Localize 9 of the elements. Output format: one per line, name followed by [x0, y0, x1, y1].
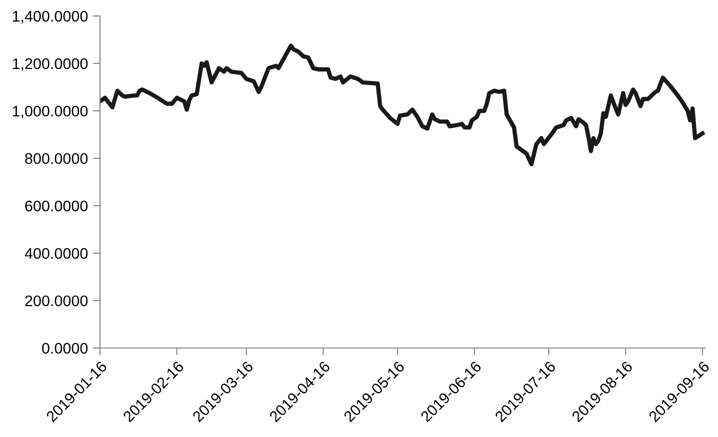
y-tick-label: 200.0000 [25, 295, 88, 306]
y-tick-label: 1,000.0000 [12, 106, 88, 118]
y-tick-label: 0.0000 [42, 342, 88, 354]
y-tick-label: 1,400.0000 [12, 10, 88, 24]
line-series [100, 44, 705, 166]
y-tick-label: 800.0000 [25, 153, 88, 164]
y-tick-label: 1,200.0000 [12, 58, 88, 71]
y-tick-label: 400.0000 [24, 248, 88, 259]
y-tick-label: 600.0000 [25, 200, 88, 212]
